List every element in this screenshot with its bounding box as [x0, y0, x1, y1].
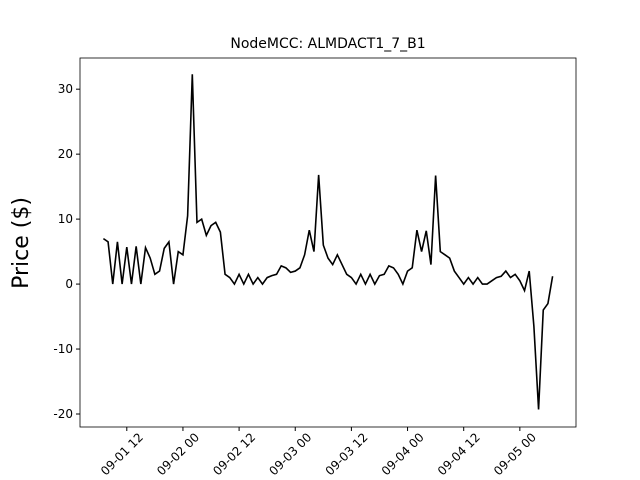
chart-title: NodeMCC: ALMDACT1_7_B1: [230, 36, 425, 52]
line-series: [102, 74, 554, 410]
y-tick-label: -20: [53, 407, 73, 421]
x-tick-label: 09-04 12: [435, 430, 483, 478]
y-tick-label: 0: [65, 277, 73, 291]
y-tick-label: -10: [53, 342, 73, 356]
y-tick-label: 10: [58, 212, 73, 226]
x-tick-label: 09-03 00: [266, 430, 314, 478]
x-tick-label: 09-01 12: [98, 430, 146, 478]
axes-frame: [79, 57, 577, 428]
y-axis-label: Price ($): [9, 197, 34, 289]
y-tick-label: 20: [58, 147, 73, 161]
x-tick-label: 09-02 00: [154, 430, 202, 478]
x-tick-label: 09-04 00: [379, 430, 427, 478]
x-tick-label: 09-05 00: [491, 430, 539, 478]
x-tick-label: 09-02 12: [210, 430, 258, 478]
y-tick-label: 30: [58, 82, 73, 96]
x-tick-label: 09-03 12: [323, 430, 371, 478]
